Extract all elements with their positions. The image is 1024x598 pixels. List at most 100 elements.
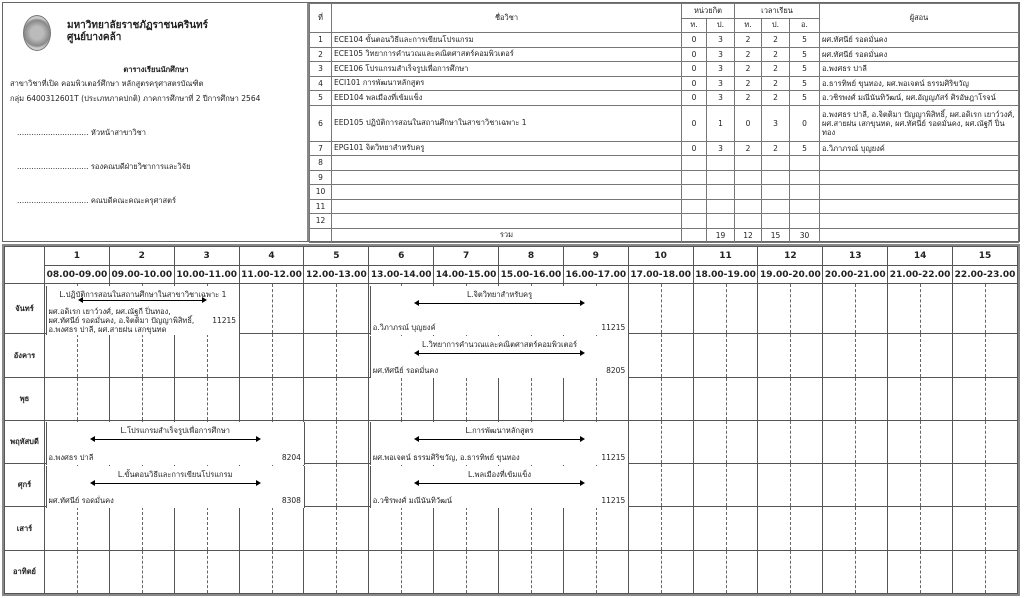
time-slot[interactable]	[692, 549, 759, 595]
time-slot[interactable]	[498, 506, 564, 551]
time-slot[interactable]	[498, 376, 564, 421]
time-slot[interactable]	[303, 333, 370, 378]
time-slot[interactable]	[627, 333, 694, 378]
class-block[interactable]: L.ขั้นตอนวิธีและการเขียนโปรแกรม ผศ.ทัศนีย…	[45, 465, 305, 508]
time-slot[interactable]	[433, 376, 500, 421]
course-row: 3 ECE106 โปรแกรมสำเร็จรูปเพื่อการศึกษา 0 3 2…	[309, 61, 1019, 77]
class-block[interactable]: L.พลเมืองที่เข้มแข็ง อ.วชิรพงศ์ มณีนันทิว…	[369, 465, 630, 508]
cell-no: 9	[309, 169, 332, 185]
time-slot[interactable]	[952, 463, 1018, 508]
time-slot[interactable]	[887, 376, 954, 421]
time-slot[interactable]	[887, 333, 954, 378]
time-slot[interactable]	[757, 463, 824, 508]
time-slot[interactable]	[433, 549, 500, 595]
time-slot[interactable]	[238, 376, 305, 421]
time-slot[interactable]	[562, 506, 629, 551]
duration-arrow-icon	[417, 482, 582, 484]
time-slot[interactable]	[822, 419, 889, 465]
time-slot[interactable]	[887, 506, 954, 551]
time-slot[interactable]	[44, 506, 110, 551]
time-slot[interactable]	[692, 283, 759, 335]
class-block[interactable]: L.จิตวิทยาสำหรับครู อ.วิภาภรณ์ บุญยงค์ 112…	[369, 285, 630, 335]
class-block[interactable]: L.ปฏิบัติการสอนในสถานศึกษาในสาขาวิชาเฉพา…	[45, 285, 241, 335]
time-slot[interactable]	[44, 376, 110, 421]
time-slot[interactable]	[238, 506, 305, 551]
time-slot[interactable]	[44, 333, 110, 378]
time-slot[interactable]	[692, 376, 759, 421]
time-slot[interactable]	[887, 549, 954, 595]
cell-c1: 0	[681, 32, 707, 48]
time-slot[interactable]	[303, 506, 370, 551]
time-slot[interactable]	[952, 283, 1018, 335]
time-slot[interactable]	[757, 376, 824, 421]
cell-h3	[789, 213, 820, 229]
time-slot[interactable]	[627, 549, 694, 595]
time-slot[interactable]	[757, 419, 824, 465]
class-block[interactable]: L.การพัฒนาหลักสูตร ผศ.พอเจตน์ ธรรมศิริขวั…	[369, 422, 630, 465]
class-name: L.การพัฒนาหลักสูตร	[465, 426, 534, 436]
period-time: 19.00-20.00	[757, 265, 824, 285]
time-slot[interactable]	[108, 376, 175, 421]
time-slot[interactable]	[44, 549, 110, 595]
time-slot[interactable]	[303, 463, 370, 508]
time-slot[interactable]	[692, 463, 759, 508]
time-slot[interactable]	[822, 333, 889, 378]
time-slot[interactable]	[238, 283, 305, 335]
time-slot[interactable]	[822, 376, 889, 421]
time-slot[interactable]	[562, 549, 629, 595]
period-time: 16.00-17.00	[562, 265, 629, 285]
time-slot[interactable]	[887, 463, 954, 508]
time-slot[interactable]	[562, 376, 629, 421]
time-slot[interactable]	[627, 506, 694, 551]
top-section: มหาวิทยาลัยราชภัฏราชนครินทร์ ศูนย์บางคล้า…	[2, 2, 1020, 243]
time-slot[interactable]	[822, 506, 889, 551]
time-slot[interactable]	[692, 419, 759, 465]
time-slot[interactable]	[238, 333, 305, 378]
time-slot[interactable]	[303, 376, 370, 421]
time-slot[interactable]	[822, 463, 889, 508]
time-slot[interactable]	[173, 506, 240, 551]
time-slot[interactable]	[108, 549, 175, 595]
time-slot[interactable]	[173, 376, 240, 421]
time-slot[interactable]	[368, 376, 435, 421]
time-slot[interactable]	[108, 333, 175, 378]
time-slot[interactable]	[952, 506, 1018, 551]
time-slot[interactable]	[822, 549, 889, 595]
time-slot[interactable]	[173, 549, 240, 595]
time-slot[interactable]	[757, 283, 824, 335]
time-slot[interactable]	[498, 549, 564, 595]
time-slot[interactable]	[108, 506, 175, 551]
time-slot[interactable]	[627, 376, 694, 421]
time-slot[interactable]	[952, 419, 1018, 465]
time-slot[interactable]	[433, 506, 500, 551]
time-slot[interactable]	[952, 376, 1018, 421]
time-slot[interactable]	[627, 419, 694, 465]
time-slot[interactable]	[692, 333, 759, 378]
period-time: 20.00-21.00	[822, 265, 889, 285]
period-time: 10.00-11.00	[173, 265, 240, 285]
time-slot[interactable]	[627, 283, 694, 335]
time-slot[interactable]	[822, 283, 889, 335]
time-slot[interactable]	[692, 506, 759, 551]
class-block[interactable]: L.โปรแกรมสำเร็จรูปเพื่อการศึกษา อ.พงศธร ป…	[45, 422, 305, 465]
time-slot[interactable]	[952, 333, 1018, 378]
time-slot[interactable]	[887, 419, 954, 465]
time-slot[interactable]	[757, 333, 824, 378]
time-slot[interactable]	[368, 549, 435, 595]
total-h2: 15	[761, 227, 790, 243]
time-slot[interactable]	[368, 506, 435, 551]
time-slot[interactable]	[303, 283, 370, 335]
time-slot[interactable]	[757, 549, 824, 595]
time-slot[interactable]	[887, 283, 954, 335]
time-slot[interactable]	[303, 419, 370, 465]
cell-no: 3	[309, 61, 332, 77]
time-slot[interactable]	[173, 333, 240, 378]
time-slot[interactable]	[303, 549, 370, 595]
time-slot[interactable]	[952, 549, 1018, 595]
time-slot[interactable]	[757, 506, 824, 551]
time-slot[interactable]	[627, 463, 694, 508]
class-block[interactable]: L.วิทยาการคำนวณและคณิตศาสตร์คอมพิวเตอร์ผ…	[369, 335, 630, 379]
time-slot[interactable]	[238, 549, 305, 595]
cell-h1	[734, 213, 762, 229]
class-room: 8204	[281, 452, 301, 462]
